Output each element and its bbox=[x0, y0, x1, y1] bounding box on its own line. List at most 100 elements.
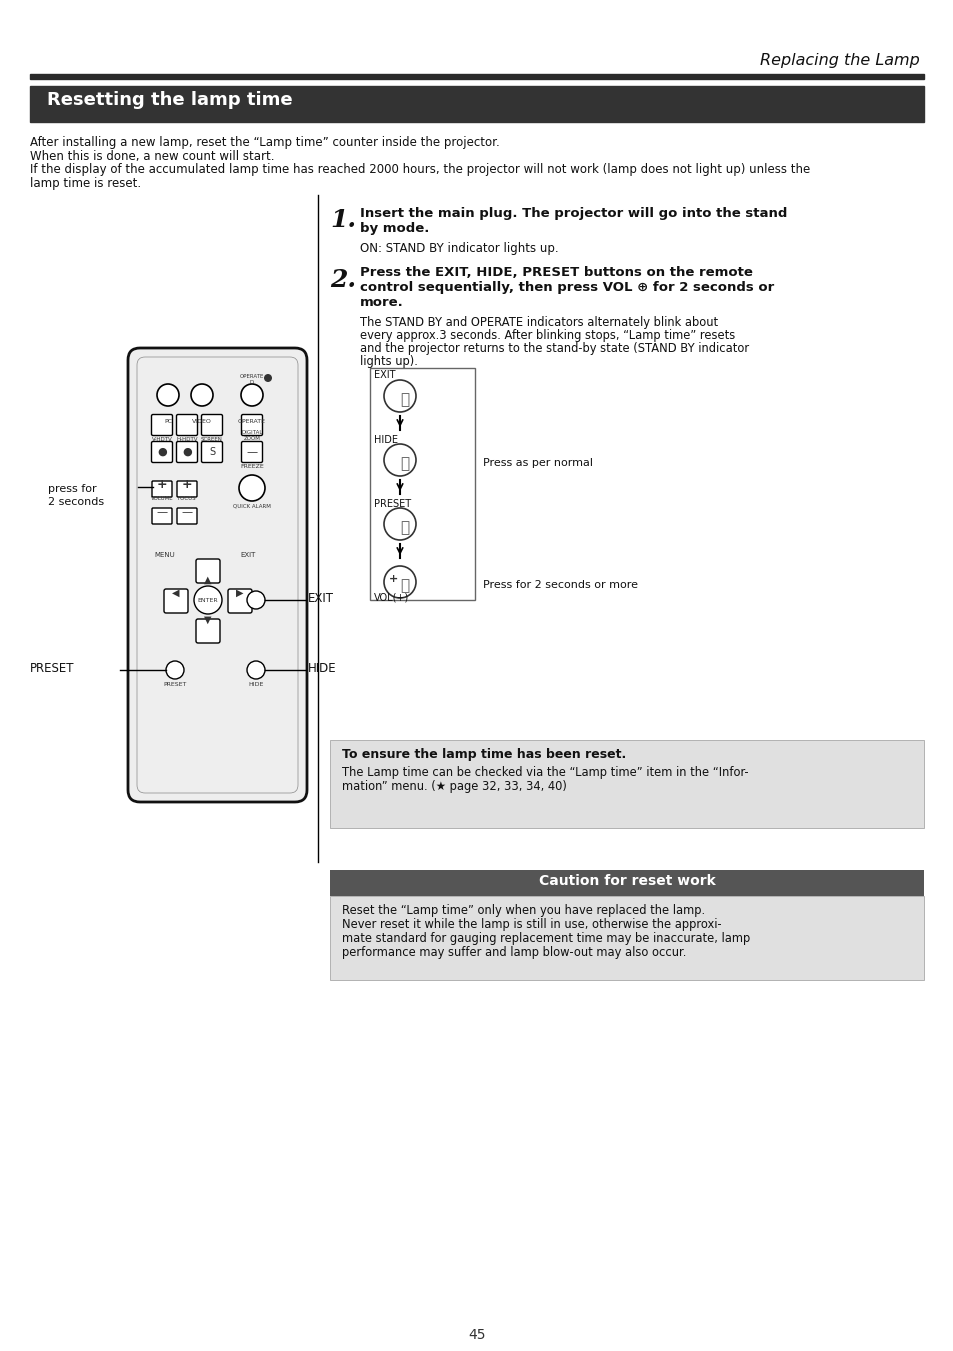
Text: ◀: ◀ bbox=[172, 588, 179, 598]
Circle shape bbox=[384, 566, 416, 598]
Text: press for: press for bbox=[48, 484, 96, 494]
Text: Press as per normal: Press as per normal bbox=[482, 458, 593, 467]
Text: HIDE: HIDE bbox=[374, 435, 397, 444]
Bar bbox=[370, 367, 475, 600]
FancyBboxPatch shape bbox=[176, 415, 197, 435]
Text: ▼: ▼ bbox=[204, 615, 212, 626]
Text: The STAND BY and OPERATE indicators alternately blink about: The STAND BY and OPERATE indicators alte… bbox=[359, 316, 718, 330]
Text: lamp time is reset.: lamp time is reset. bbox=[30, 177, 141, 190]
Text: and the projector returns to the stand-by state (STAND BY indicator: and the projector returns to the stand-b… bbox=[359, 342, 748, 355]
Text: ENTER: ENTER bbox=[197, 597, 218, 603]
Text: +: + bbox=[181, 478, 193, 492]
Text: lights up).: lights up). bbox=[359, 355, 417, 367]
Circle shape bbox=[384, 444, 416, 476]
Circle shape bbox=[166, 661, 184, 680]
Text: MENU: MENU bbox=[154, 553, 175, 558]
Circle shape bbox=[247, 661, 265, 680]
Text: S: S bbox=[209, 447, 214, 457]
Text: by mode.: by mode. bbox=[359, 222, 429, 235]
Bar bbox=[330, 870, 923, 896]
Text: EXIT: EXIT bbox=[240, 553, 255, 558]
Text: ✋: ✋ bbox=[400, 457, 409, 471]
FancyBboxPatch shape bbox=[152, 508, 172, 524]
Text: PC: PC bbox=[164, 419, 172, 424]
Circle shape bbox=[264, 374, 272, 382]
Text: 1.: 1. bbox=[330, 208, 355, 232]
Text: every approx.3 seconds. After blinking stops, “Lamp time” resets: every approx.3 seconds. After blinking s… bbox=[359, 330, 735, 342]
Text: ●: ● bbox=[157, 447, 167, 457]
Text: +: + bbox=[389, 574, 398, 584]
Circle shape bbox=[157, 384, 179, 407]
Text: ▲: ▲ bbox=[204, 576, 212, 585]
FancyBboxPatch shape bbox=[241, 415, 262, 435]
Text: ✋: ✋ bbox=[400, 520, 409, 535]
Text: HIDE: HIDE bbox=[308, 662, 336, 676]
Text: performance may suffer and lamp blow-out may also occur.: performance may suffer and lamp blow-out… bbox=[341, 946, 685, 959]
Text: VOLUME: VOLUME bbox=[151, 496, 173, 501]
Text: —: — bbox=[156, 507, 168, 517]
FancyBboxPatch shape bbox=[128, 349, 307, 802]
FancyBboxPatch shape bbox=[201, 442, 222, 462]
Text: ZOOM: ZOOM bbox=[243, 436, 260, 440]
Text: PRESET: PRESET bbox=[30, 662, 74, 676]
Text: VIDEO: VIDEO bbox=[192, 419, 212, 424]
Text: DIGITAL: DIGITAL bbox=[241, 430, 262, 435]
Text: Replacing the Lamp: Replacing the Lamp bbox=[760, 53, 919, 68]
Text: ✋: ✋ bbox=[400, 393, 409, 408]
FancyBboxPatch shape bbox=[152, 481, 172, 497]
Bar bbox=[330, 896, 923, 979]
Text: QUICK ALARM: QUICK ALARM bbox=[233, 503, 271, 508]
Text: Reset the “Lamp time” only when you have replaced the lamp.: Reset the “Lamp time” only when you have… bbox=[341, 904, 704, 917]
Text: +: + bbox=[156, 478, 167, 492]
Text: Press the EXIT, HIDE, PRESET buttons on the remote: Press the EXIT, HIDE, PRESET buttons on … bbox=[359, 266, 752, 280]
FancyBboxPatch shape bbox=[228, 589, 252, 613]
Text: 2 seconds: 2 seconds bbox=[48, 497, 104, 507]
Text: H-HDTV: H-HDTV bbox=[176, 436, 197, 442]
FancyBboxPatch shape bbox=[152, 442, 172, 462]
Circle shape bbox=[247, 590, 265, 609]
Text: mation” menu. (★ page 32, 33, 34, 40): mation” menu. (★ page 32, 33, 34, 40) bbox=[341, 780, 566, 793]
Text: —: — bbox=[181, 507, 193, 517]
Text: OPERATE: OPERATE bbox=[237, 419, 266, 424]
Text: 45: 45 bbox=[468, 1328, 485, 1342]
Text: 2.: 2. bbox=[330, 267, 355, 292]
Circle shape bbox=[239, 476, 265, 501]
FancyBboxPatch shape bbox=[195, 619, 220, 643]
Text: SCREEN: SCREEN bbox=[201, 436, 223, 442]
Text: If the display of the accumulated lamp time has reached 2000 hours, the projecto: If the display of the accumulated lamp t… bbox=[30, 163, 809, 176]
Bar bbox=[30, 86, 923, 122]
Text: FREEZE: FREEZE bbox=[240, 463, 264, 469]
FancyBboxPatch shape bbox=[176, 442, 197, 462]
Text: To ensure the lamp time has been reset.: To ensure the lamp time has been reset. bbox=[341, 748, 625, 761]
Text: ▶: ▶ bbox=[236, 588, 244, 598]
Text: VOL(+): VOL(+) bbox=[374, 592, 409, 603]
Text: ON: STAND BY indicator lights up.: ON: STAND BY indicator lights up. bbox=[359, 242, 558, 255]
Text: ●: ● bbox=[182, 447, 192, 457]
Text: —: — bbox=[246, 447, 257, 457]
Circle shape bbox=[191, 384, 213, 407]
FancyBboxPatch shape bbox=[177, 481, 196, 497]
Text: Caution for reset work: Caution for reset work bbox=[538, 874, 715, 888]
Circle shape bbox=[384, 380, 416, 412]
Text: When this is done, a new count will start.: When this is done, a new count will star… bbox=[30, 150, 274, 163]
Text: Insert the main plug. The projector will go into the stand: Insert the main plug. The projector will… bbox=[359, 207, 786, 220]
Text: EXIT: EXIT bbox=[374, 370, 395, 380]
Text: PRESET: PRESET bbox=[163, 682, 187, 688]
Text: The Lamp time can be checked via the “Lamp time” item in the “Infor-: The Lamp time can be checked via the “La… bbox=[341, 766, 748, 780]
Text: OPERATE
D: OPERATE D bbox=[239, 374, 264, 385]
Text: FOCUS: FOCUS bbox=[177, 496, 196, 501]
Circle shape bbox=[384, 508, 416, 540]
FancyBboxPatch shape bbox=[152, 415, 172, 435]
Text: more.: more. bbox=[359, 296, 403, 309]
Text: control sequentially, then press VOL ⊕ for 2 seconds or: control sequentially, then press VOL ⊕ f… bbox=[359, 281, 774, 295]
Bar bbox=[330, 740, 923, 828]
Text: V-HDTV: V-HDTV bbox=[152, 436, 172, 442]
FancyBboxPatch shape bbox=[201, 415, 222, 435]
Text: ✋: ✋ bbox=[400, 578, 409, 593]
Circle shape bbox=[241, 384, 263, 407]
FancyBboxPatch shape bbox=[164, 589, 188, 613]
Bar bbox=[30, 74, 923, 78]
Text: PRESET: PRESET bbox=[374, 499, 411, 509]
Text: After installing a new lamp, reset the “Lamp time” counter inside the projector.: After installing a new lamp, reset the “… bbox=[30, 136, 499, 149]
Text: EXIT: EXIT bbox=[308, 592, 334, 605]
